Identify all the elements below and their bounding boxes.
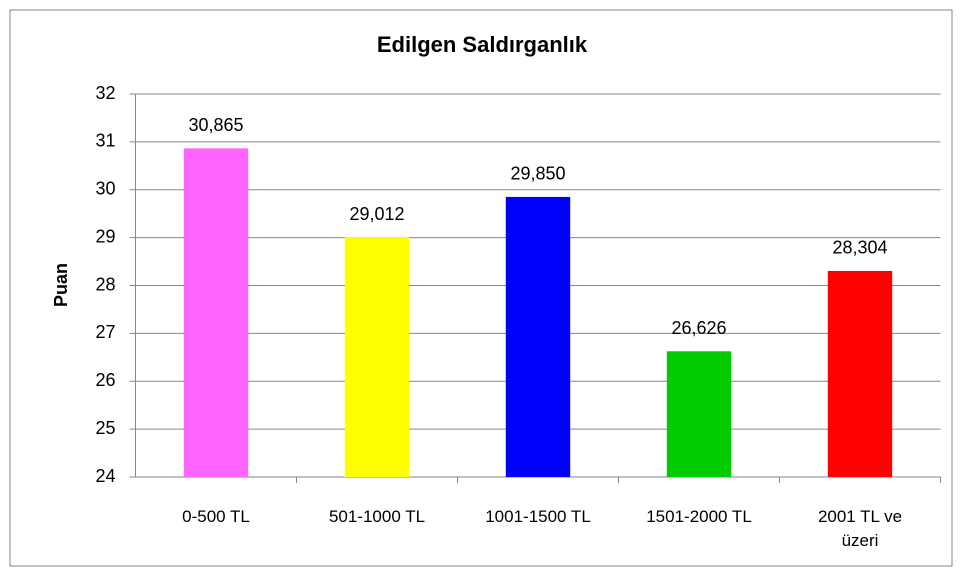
y-axis-label: Puan (51, 263, 71, 307)
data-label: 29,850 (510, 164, 565, 184)
y-tick-label: 25 (95, 418, 115, 438)
bar (183, 148, 249, 477)
y-tick-label: 27 (95, 322, 115, 342)
data-label: 28,304 (832, 238, 887, 258)
bar (505, 196, 571, 477)
y-tick-label: 31 (95, 131, 115, 151)
y-tick-label: 28 (95, 274, 115, 294)
data-label: 30,865 (188, 115, 243, 135)
chart-title: Edilgen Saldırganlık (377, 32, 588, 57)
x-tick-label: 1501-2000 TL (646, 507, 752, 526)
y-tick-label: 26 (95, 370, 115, 390)
y-tick-label: 29 (95, 226, 115, 246)
bar (666, 351, 732, 477)
chart-border (9, 9, 953, 567)
y-tick-label: 24 (95, 466, 115, 486)
data-label: 29,012 (349, 204, 404, 224)
data-label: 26,626 (671, 318, 726, 338)
y-tick-label: 30 (95, 179, 115, 199)
x-tick-label: 2001 TL ve üzeri (817, 507, 903, 550)
y-tick-label: 32 (95, 83, 115, 103)
bar (827, 270, 893, 477)
x-tick-label: 1001-1500 TL (485, 507, 591, 526)
bar (344, 237, 410, 477)
x-tick-label: 501-1000 TL (328, 507, 426, 526)
x-tick-label: 0-500 TL (182, 507, 250, 526)
